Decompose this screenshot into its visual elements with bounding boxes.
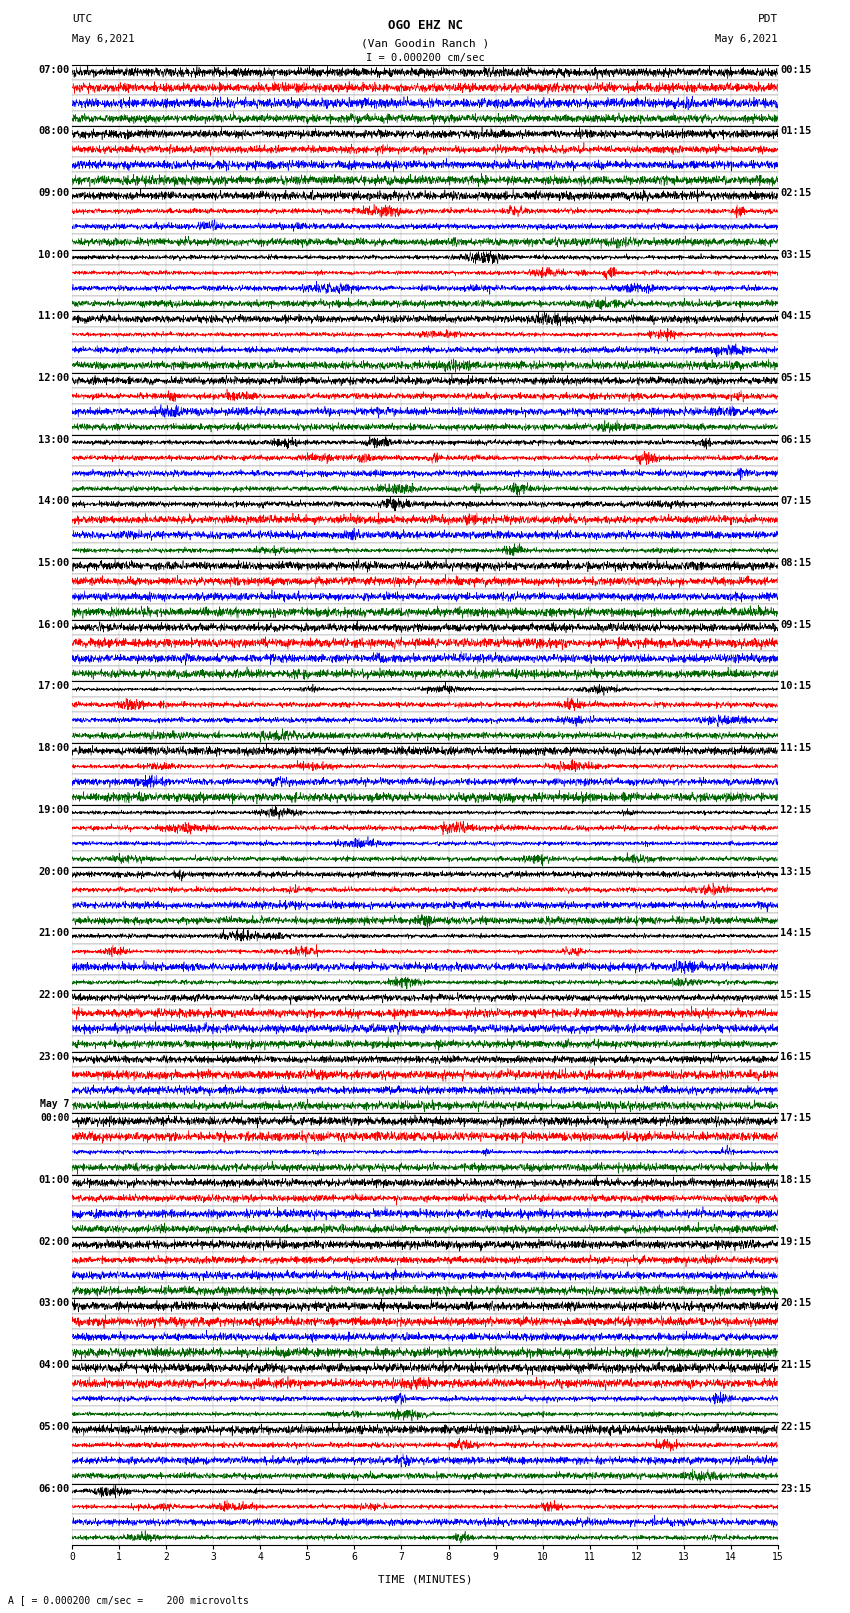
Text: 08:15: 08:15 xyxy=(780,558,812,568)
Text: 12:00: 12:00 xyxy=(38,373,70,382)
Text: OGO EHZ NC: OGO EHZ NC xyxy=(388,19,462,32)
Text: 03:00: 03:00 xyxy=(38,1298,70,1308)
Text: 02:00: 02:00 xyxy=(38,1237,70,1247)
Text: 20:15: 20:15 xyxy=(780,1298,812,1308)
Text: 05:15: 05:15 xyxy=(780,373,812,382)
Text: 04:00: 04:00 xyxy=(38,1360,70,1369)
Text: 07:00: 07:00 xyxy=(38,65,70,74)
Text: PDT: PDT xyxy=(757,15,778,24)
Text: 09:15: 09:15 xyxy=(780,619,812,629)
Text: 10:15: 10:15 xyxy=(780,682,812,692)
Text: 20:00: 20:00 xyxy=(38,866,70,876)
Text: 01:15: 01:15 xyxy=(780,126,812,135)
Text: 12:15: 12:15 xyxy=(780,805,812,815)
Text: I = 0.000200 cm/sec: I = 0.000200 cm/sec xyxy=(366,53,484,63)
Text: May 6,2021: May 6,2021 xyxy=(715,34,778,44)
Text: 21:15: 21:15 xyxy=(780,1360,812,1369)
Text: 01:00: 01:00 xyxy=(38,1174,70,1186)
Text: 15:00: 15:00 xyxy=(38,558,70,568)
Text: 04:15: 04:15 xyxy=(780,311,812,321)
Text: 00:00: 00:00 xyxy=(40,1113,70,1123)
Text: 06:15: 06:15 xyxy=(780,436,812,445)
Text: 10:00: 10:00 xyxy=(38,250,70,260)
Text: 18:15: 18:15 xyxy=(780,1174,812,1186)
Text: 16:15: 16:15 xyxy=(780,1052,812,1061)
Text: 14:00: 14:00 xyxy=(38,497,70,506)
Text: 00:15: 00:15 xyxy=(780,65,812,74)
Text: 23:15: 23:15 xyxy=(780,1484,812,1494)
Text: May 7: May 7 xyxy=(40,1098,70,1108)
Text: 03:15: 03:15 xyxy=(780,250,812,260)
Text: 15:15: 15:15 xyxy=(780,990,812,1000)
Text: 09:00: 09:00 xyxy=(38,189,70,198)
Text: 08:00: 08:00 xyxy=(38,126,70,135)
Text: TIME (MINUTES): TIME (MINUTES) xyxy=(377,1574,473,1584)
Text: 06:00: 06:00 xyxy=(38,1484,70,1494)
Text: 14:15: 14:15 xyxy=(780,929,812,939)
Text: 22:00: 22:00 xyxy=(38,990,70,1000)
Text: 13:00: 13:00 xyxy=(38,436,70,445)
Text: 21:00: 21:00 xyxy=(38,929,70,939)
Text: 22:15: 22:15 xyxy=(780,1423,812,1432)
Text: 13:15: 13:15 xyxy=(780,866,812,876)
Text: 05:00: 05:00 xyxy=(38,1423,70,1432)
Text: 02:15: 02:15 xyxy=(780,189,812,198)
Text: 23:00: 23:00 xyxy=(38,1052,70,1061)
Text: May 6,2021: May 6,2021 xyxy=(72,34,135,44)
Text: 16:00: 16:00 xyxy=(38,619,70,629)
Text: 17:00: 17:00 xyxy=(38,682,70,692)
Text: A [ = 0.000200 cm/sec =    200 microvolts: A [ = 0.000200 cm/sec = 200 microvolts xyxy=(8,1595,249,1605)
Text: 11:15: 11:15 xyxy=(780,744,812,753)
Text: 19:15: 19:15 xyxy=(780,1237,812,1247)
Text: (Van Goodin Ranch ): (Van Goodin Ranch ) xyxy=(361,39,489,48)
Text: 07:15: 07:15 xyxy=(780,497,812,506)
Text: 18:00: 18:00 xyxy=(38,744,70,753)
Text: 11:00: 11:00 xyxy=(38,311,70,321)
Text: UTC: UTC xyxy=(72,15,93,24)
Text: 17:15: 17:15 xyxy=(780,1113,812,1123)
Text: 19:00: 19:00 xyxy=(38,805,70,815)
